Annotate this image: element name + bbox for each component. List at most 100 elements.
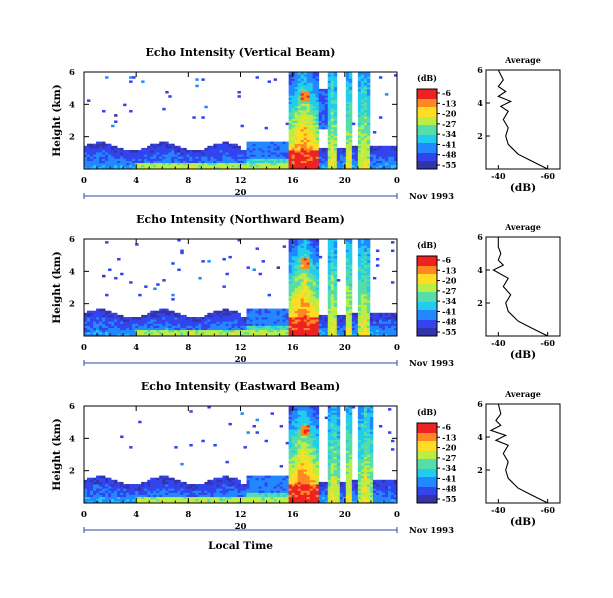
heatmap-cell — [222, 486, 226, 489]
heatmap-cell — [291, 101, 296, 105]
heatmap-cell — [228, 143, 232, 147]
heatmap-cell — [366, 145, 371, 149]
heatmap-cell — [303, 289, 308, 293]
heatmap-cell — [93, 147, 97, 151]
heatmap-cell — [96, 314, 100, 318]
heatmap-cell — [312, 120, 317, 124]
heatmap-cell — [360, 152, 365, 155]
heatmap-cell — [372, 319, 377, 322]
heatmap-cell — [156, 500, 160, 504]
heatmap-cell — [258, 308, 262, 312]
heatmap-cell — [297, 107, 302, 111]
heatmap-cell — [360, 283, 365, 286]
heatmap-cell — [192, 492, 196, 495]
heatmap-cell — [366, 160, 371, 164]
profile-x-label: (dB) — [510, 349, 536, 361]
heatmap-cell — [288, 333, 293, 337]
heatmap-cell — [177, 331, 181, 335]
heatmap-cell — [87, 496, 91, 500]
heatmap-cell — [348, 124, 353, 128]
heatmap-cell — [315, 264, 320, 267]
heatmap-cell — [351, 323, 356, 326]
heatmap-cell — [318, 120, 323, 124]
heatmap-cell — [195, 329, 199, 333]
heatmap-cell — [147, 164, 151, 168]
heatmap-cell — [204, 329, 208, 333]
heatmap-cell — [345, 133, 350, 136]
heatmap-cell — [330, 143, 335, 147]
heatmap-cell — [144, 285, 148, 288]
heatmap-cell — [123, 496, 127, 500]
heatmap-cell — [99, 164, 103, 168]
heatmap-cell — [363, 274, 368, 278]
heatmap-cell — [315, 97, 320, 100]
heatmap-cell — [294, 327, 299, 331]
heatmap-cell — [315, 331, 320, 335]
heatmap-cell — [363, 133, 368, 136]
heatmap-cell — [234, 484, 238, 487]
heatmap-cell — [312, 317, 317, 320]
heatmap-cell — [135, 154, 139, 157]
heatmap-cell — [387, 150, 392, 153]
heatmap-cell — [345, 272, 350, 276]
heatmap-cell — [300, 306, 305, 309]
heatmap-cell — [153, 164, 157, 168]
heatmap-cell — [156, 486, 160, 489]
heatmap-cell — [315, 243, 320, 246]
heatmap-cell — [162, 152, 166, 155]
colorbar-segment — [417, 262, 437, 265]
heatmap-cell — [258, 329, 262, 333]
heatmap-cell — [312, 323, 317, 326]
heatmap-cell — [156, 498, 160, 502]
heatmap-cell — [150, 158, 154, 161]
heatmap-cell — [114, 154, 118, 157]
heatmap-cell — [150, 154, 154, 157]
heatmap-cell — [264, 321, 268, 324]
heatmap-cell — [294, 300, 299, 303]
heatmap-cell — [219, 164, 223, 168]
heatmap-cell — [108, 317, 112, 320]
heatmap-cell — [240, 484, 244, 487]
heatmap-cell — [291, 331, 296, 335]
heatmap-cell — [264, 494, 268, 498]
heatmap-cell — [351, 150, 356, 153]
heatmap-cell — [213, 166, 217, 170]
heatmap-cell — [378, 76, 383, 79]
heatmap-cell — [177, 494, 181, 498]
heatmap-cell — [246, 431, 250, 434]
heatmap-cell — [159, 475, 163, 479]
heatmap-cell — [168, 321, 172, 324]
heatmap-cell — [288, 412, 293, 415]
heatmap-cell — [345, 331, 350, 335]
heatmap-cell — [363, 317, 368, 320]
heatmap-cell — [318, 314, 323, 318]
heatmap-cell — [309, 319, 314, 322]
heatmap-cell — [351, 325, 356, 328]
heatmap-cell — [213, 312, 217, 316]
heatmap-cell — [330, 312, 335, 316]
heatmap-cell — [348, 131, 353, 134]
heatmap-cell — [303, 314, 308, 318]
heatmap-cell — [117, 319, 121, 322]
heatmap-cell — [348, 331, 353, 335]
heatmap-cell — [330, 118, 335, 121]
heatmap-cell — [102, 475, 106, 479]
heatmap-cell — [243, 486, 247, 489]
heatmap-cell — [294, 270, 299, 274]
heatmap-cell — [270, 475, 275, 479]
heatmap-cell — [228, 160, 232, 164]
heatmap-cell — [288, 243, 293, 246]
heatmap-cell — [330, 109, 335, 113]
heatmap-cell — [333, 279, 338, 282]
heatmap-cell — [120, 486, 124, 489]
heatmap-cell — [315, 147, 320, 151]
heatmap-cell — [123, 488, 127, 491]
heatmap-cell — [261, 475, 265, 479]
heatmap-cell — [132, 492, 136, 495]
heatmap-cell — [297, 253, 302, 257]
heatmap-cell — [243, 152, 247, 155]
heatmap-cell — [237, 239, 241, 242]
heatmap-cell — [90, 152, 94, 155]
heatmap-cell — [156, 333, 160, 337]
heatmap-cell — [288, 156, 293, 159]
